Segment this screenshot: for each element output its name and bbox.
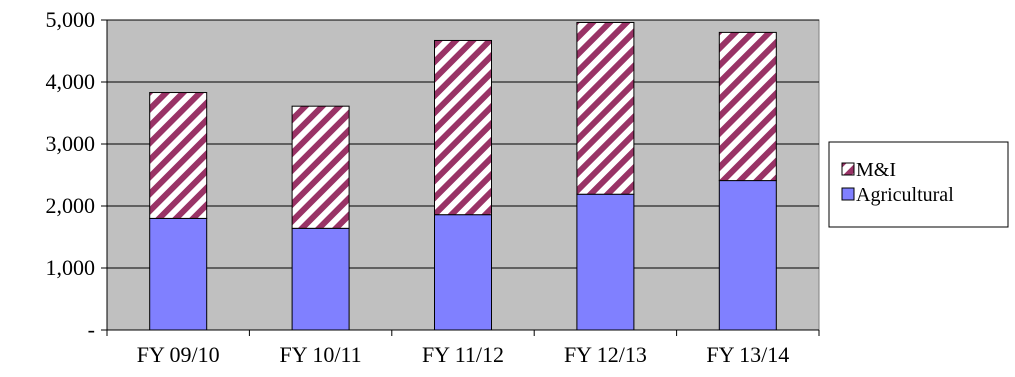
y-tick-label: 5,000 [46,7,96,32]
x-tick-label: FY 09/10 [137,342,220,367]
bar-m-i [149,92,208,219]
x-tick-label: FY 11/12 [422,342,504,367]
bar-agricultural [291,227,350,331]
legend: M&I Agricultural [828,141,1009,228]
y-tick-label: 2,000 [46,193,96,218]
bar-m-i [291,105,350,229]
legend-box [828,141,1009,228]
bar-agricultural [576,193,635,331]
y-tick-label: 3,000 [46,131,96,156]
y-tick-label: 4,000 [46,69,96,94]
axes [106,20,819,331]
legend-label-agricultural: Agricultural [856,184,954,206]
x-tick-label: FY 12/13 [564,342,647,367]
x-tick-label: FY 10/11 [280,342,362,367]
bar-m-i [576,21,635,195]
legend-swatch-agricultural [841,187,855,201]
y-axis-ticks: - 1,000 2,000 3,000 4,000 5,000 [46,7,107,342]
legend-swatch-mi [841,162,855,176]
legend-label-mi: M&I [856,159,896,181]
bar-agricultural [149,217,208,331]
y-tick-label: 1,000 [46,255,96,280]
x-axis-ticks: FY 09/10 FY 10/11 FY 11/12 FY 12/13 FY 13/14 [106,330,820,367]
bar-m-i [434,39,492,216]
bar-agricultural [434,214,492,331]
bars [149,21,777,331]
bar-agricultural [718,180,777,331]
x-tick-label: FY 13/14 [706,342,789,367]
y-tick-label: - [88,317,95,342]
bar-m-i [718,31,777,182]
